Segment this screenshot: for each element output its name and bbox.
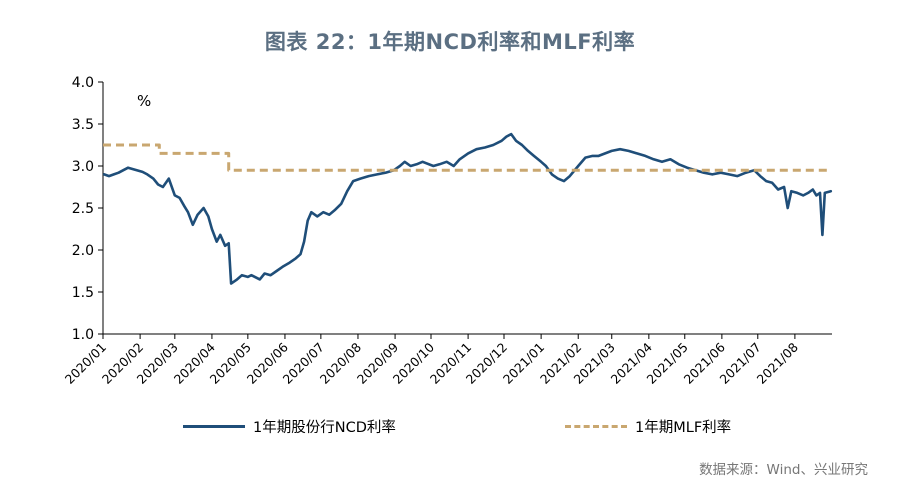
legend-swatch-ncd [183,424,245,428]
legend-item-mlf: 1年期MLF利率 [565,416,731,436]
legend-swatch-mlf [565,424,627,428]
x-tick-label: 2021/08 [754,339,801,386]
y-tick-label: 1.5 [72,285,94,301]
unit-label: % [137,92,151,110]
legend-label-mlf: 1年期MLF利率 [635,419,732,436]
y-tick-label: 3.0 [72,159,94,175]
y-tick-label: 1.0 [72,327,94,343]
y-tick-label: 4.0 [72,75,94,91]
legend-label-ncd: 1年期股份行NCD利率 [253,419,396,436]
legend-item-ncd: 1年期股份行NCD利率 [183,416,396,436]
y-tick-label: 2.0 [72,243,94,259]
source-note: 数据来源：Wind、兴业研究 [699,462,868,478]
series-line-mlf [103,143,831,172]
y-tick-label: 2.5 [72,201,94,217]
chart-title: 图表 22：1年期NCD利率和MLF利率 [264,30,636,54]
series-line-ncd [102,132,833,285]
y-tick-label: 3.5 [72,117,94,133]
